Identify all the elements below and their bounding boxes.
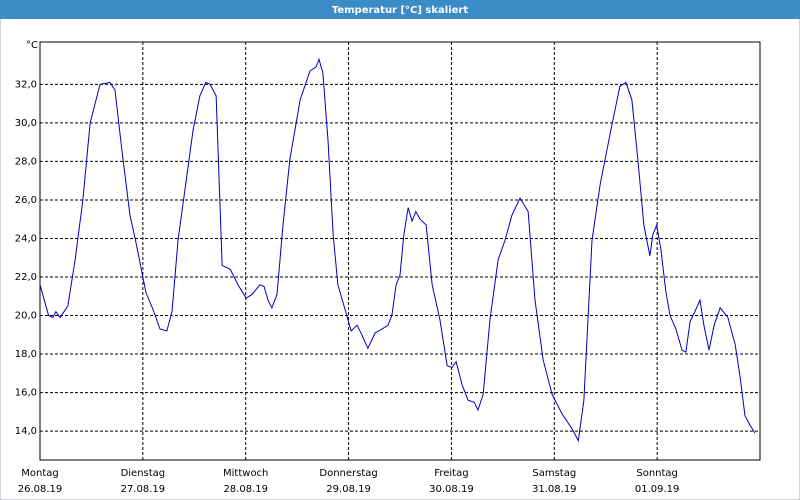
x-tick-date: 29.08.19 bbox=[326, 484, 371, 495]
y-tick-label: 22,0 bbox=[15, 272, 37, 283]
x-tick-date: 26.08.19 bbox=[18, 484, 63, 495]
y-axis-label: °C bbox=[26, 40, 38, 51]
x-tick-label: Sonntag bbox=[636, 468, 678, 479]
y-tick-label: 18,0 bbox=[15, 349, 37, 360]
x-tick-label: Freitag bbox=[434, 468, 468, 479]
x-tick-date: 31.08.19 bbox=[532, 484, 577, 495]
y-tick-label: 32,0 bbox=[15, 79, 37, 90]
y-tick-label: 28,0 bbox=[15, 156, 37, 167]
x-tick-label: Montag bbox=[21, 468, 58, 479]
y-tick-label: 30,0 bbox=[15, 118, 37, 129]
y-tick-label: 14,0 bbox=[15, 426, 37, 437]
x-tick-label: Donnerstag bbox=[319, 468, 377, 479]
x-tick-date: 28.08.19 bbox=[223, 484, 268, 495]
plot-area bbox=[39, 41, 761, 461]
x-tick-date: 01.09.19 bbox=[635, 484, 680, 495]
y-tick-label: 16,0 bbox=[15, 388, 37, 399]
x-tick-label: Mittwoch bbox=[223, 468, 268, 479]
data-line bbox=[39, 57, 756, 443]
x-tick-date: 30.08.19 bbox=[429, 484, 474, 495]
x-tick-label: Samstag bbox=[532, 468, 576, 479]
y-tick-label: 20,0 bbox=[15, 311, 37, 322]
title-bar bbox=[0, 0, 800, 19]
y-tick-label: 24,0 bbox=[15, 233, 37, 244]
x-tick-date: 27.08.19 bbox=[121, 484, 166, 495]
y-tick-label: 26,0 bbox=[15, 195, 37, 206]
chart-title: Temperatur [°C] skaliert bbox=[332, 5, 469, 16]
x-tick-label: Dienstag bbox=[121, 468, 166, 479]
